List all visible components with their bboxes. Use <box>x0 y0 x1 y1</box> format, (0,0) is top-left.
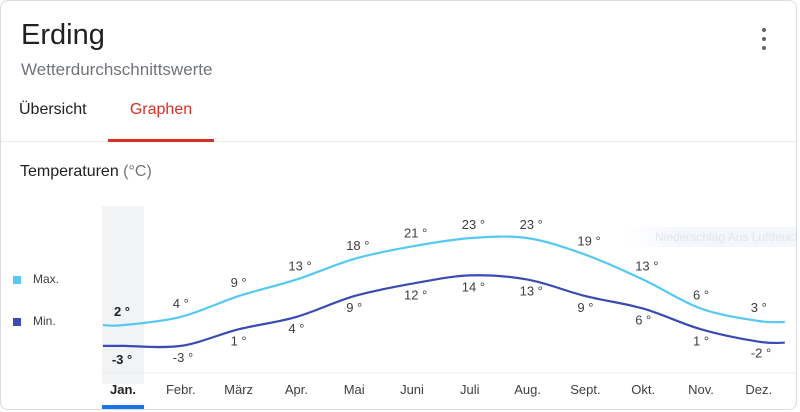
data-label-min: 9 ° <box>577 300 593 315</box>
temperature-chart[interactable]: 2 ° 4 ° 9 ° 13 ° 18 ° 21 ° 23 ° 23 ° 19 ° 13 ° 6 °… <box>1 196 797 410</box>
page-subtitle: Wetterdurchschnittswerte <box>21 60 213 79</box>
x-tick-label: März <box>224 382 253 397</box>
data-label-max: 21 ° <box>404 225 427 240</box>
x-tick-label: Juni <box>400 382 424 397</box>
x-tick-label: Mai <box>344 382 365 397</box>
x-tick-label: Okt. <box>631 382 655 397</box>
x-tick-label: Nov. <box>688 382 714 397</box>
data-label-min: 14 ° <box>462 279 485 294</box>
tab-overview[interactable]: Übersicht <box>19 101 87 118</box>
x-tick-label: Juli <box>460 382 480 397</box>
data-label-min: 4 ° <box>288 321 304 336</box>
data-label-max: 23 ° <box>462 217 485 232</box>
data-label-max: 2 ° <box>114 304 130 319</box>
selected-column-highlight <box>102 206 144 384</box>
legend-label-max: Max. <box>33 272 60 286</box>
legend-swatch-min <box>13 318 21 326</box>
x-tick-label: Sept. <box>570 382 600 397</box>
data-label-max: 3 ° <box>751 300 767 315</box>
data-label-min: -3 ° <box>112 352 132 367</box>
data-label-max: 9 ° <box>231 275 247 290</box>
data-label-max: 18 ° <box>346 238 369 253</box>
data-label-max: 13 ° <box>288 259 311 274</box>
data-label-max: 4 ° <box>173 296 189 311</box>
data-label-min: 13 ° <box>520 284 543 299</box>
data-label-min: -3 ° <box>173 350 193 365</box>
faded-overlay-text: Niederschlag Aus Luftfeuchte <box>627 227 796 247</box>
data-label-max: 6 ° <box>693 288 709 303</box>
data-label-max: 13 ° <box>635 259 658 274</box>
series-line-max <box>102 235 785 327</box>
series-line-min <box>102 274 785 349</box>
data-label-min: 1 ° <box>231 333 247 348</box>
chart-title-text: Temperaturen <box>20 163 119 180</box>
legend-label-min: Min. <box>33 314 56 328</box>
data-label-min: 12 ° <box>404 288 427 303</box>
data-label-min: -2 ° <box>751 346 771 361</box>
x-tick-label: Jan. <box>110 382 136 397</box>
x-tick-label: Febr. <box>166 382 196 397</box>
chart-title-unit: (°C) <box>123 163 152 180</box>
chart-title: Temperaturen (°C) <box>20 163 152 181</box>
x-tick-label: Apr. <box>285 382 308 397</box>
location-title: Erding <box>21 19 105 51</box>
legend-swatch-max <box>13 276 21 284</box>
data-label-min: 9 ° <box>346 300 362 315</box>
more-vert-icon[interactable] <box>751 25 777 53</box>
data-label-max: 19 ° <box>577 234 600 249</box>
tab-graphs[interactable]: Graphen <box>108 87 214 142</box>
selected-month-indicator <box>102 405 144 409</box>
tab-bar: Übersicht Graphen <box>1 87 796 142</box>
x-tick-label: Dez. <box>745 382 772 397</box>
data-label-min: 1 ° <box>693 333 709 348</box>
x-tick-label: Aug. <box>514 382 541 397</box>
data-label-max: 23 ° <box>520 217 543 232</box>
data-label-min: 6 ° <box>635 313 651 328</box>
